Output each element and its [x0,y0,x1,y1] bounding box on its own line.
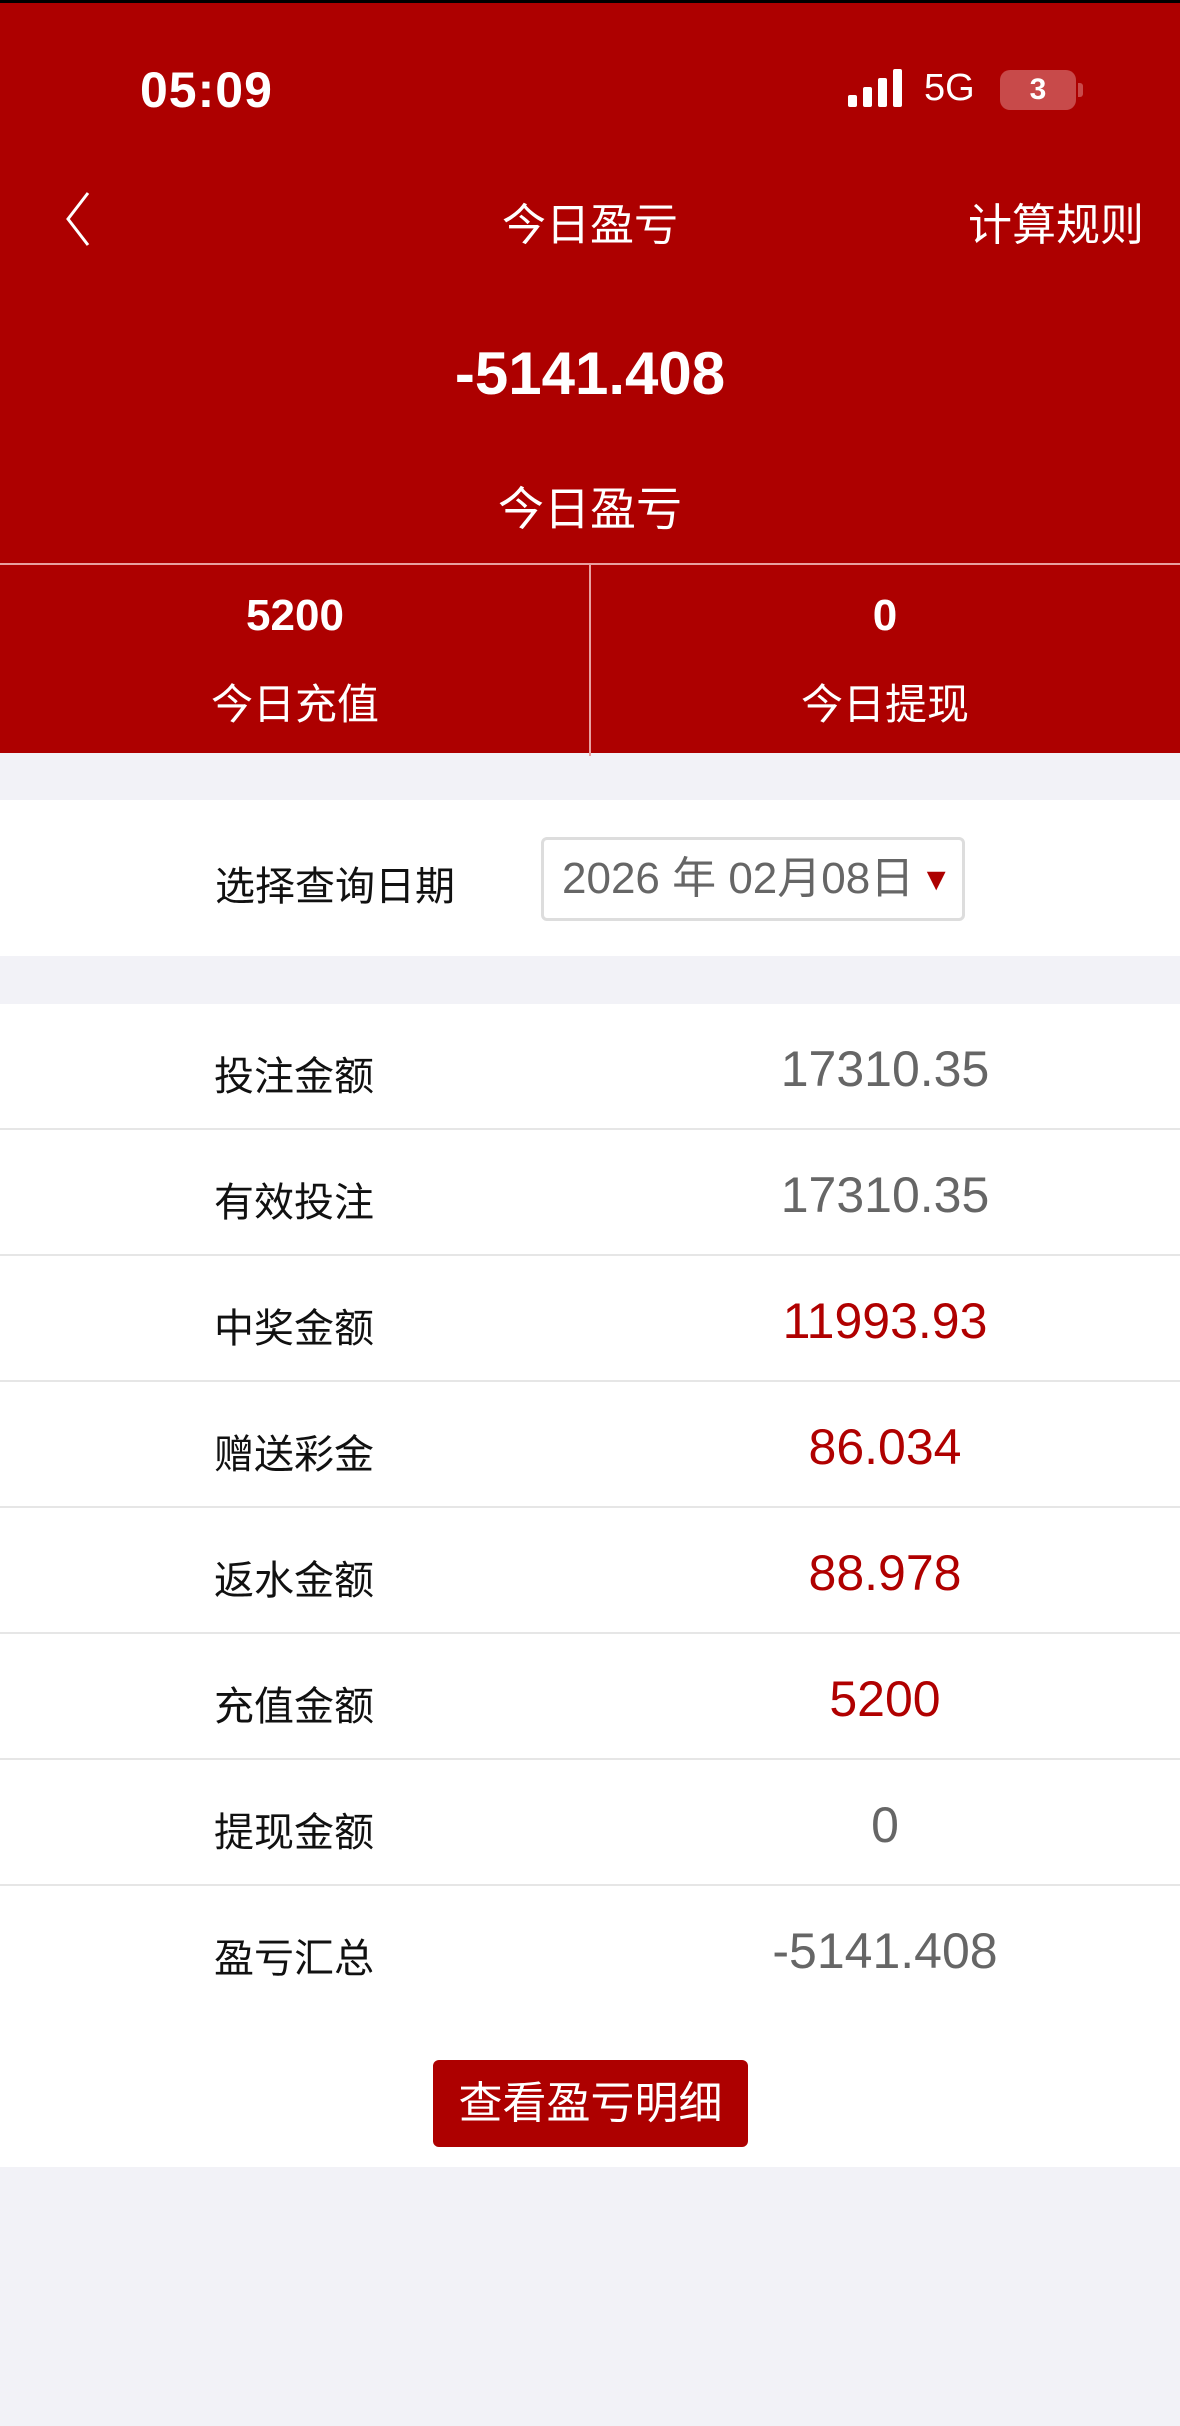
dropdown-triangle-icon: ▼ [920,861,952,897]
divider [589,565,591,756]
list-item: 中奖金额 11993.93 [0,1256,1180,1382]
stat-value: 0 [872,591,898,640]
row-label: 提现金额 [214,1811,374,1855]
date-picker[interactable]: 2026 年 02月08日 ▼ [541,837,965,921]
date-label: 选择查询日期 [215,865,455,909]
signal-icon [848,69,902,107]
today-pnl-label: 今日盈亏 [498,483,682,535]
status-time: 05:09 [140,62,273,118]
date-query-section: 选择查询日期 2026 年 02月08日 ▼ [0,800,1180,956]
battery-tip [1078,83,1083,97]
button-section: 查看盈亏明细 [0,2007,1180,2167]
row-value: 17310.35 [780,1041,990,1097]
list-item: 盈亏汇总 -5141.408 [0,1886,1180,2012]
network-type: 5G [924,67,975,109]
stat-withdraw: 0 今日提现 [590,565,1180,756]
row-value: 86.034 [808,1419,962,1475]
row-value: 5200 [829,1671,941,1727]
calc-rules-link[interactable]: 计算规则 [968,201,1144,250]
row-label: 中奖金额 [214,1307,374,1351]
pnl-list: 投注金额 17310.35 有效投注 17310.35 中奖金额 11993.93 赠送彩金… [0,1004,1180,2012]
row-value: 11993.93 [782,1293,988,1349]
row-label: 盈亏汇总 [214,1937,374,1981]
list-item: 投注金额 17310.35 [0,1004,1180,1130]
back-chevron-icon[interactable] [60,189,100,249]
row-value: 0 [871,1797,899,1853]
header: 05:09 5G 3 今日盈亏 计算规则 -5141.408 今日盈亏 5200… [0,0,1180,756]
list-item: 赠送彩金 86.034 [0,1382,1180,1508]
divider [0,563,1180,565]
list-item: 有效投注 17310.35 [0,1130,1180,1256]
stat-label: 今日提现 [800,681,969,728]
row-label: 赠送彩金 [214,1433,374,1477]
row-value: 88.978 [808,1545,962,1601]
list-item: 充值金额 5200 [0,1634,1180,1760]
list-item: 返水金额 88.978 [0,1508,1180,1634]
row-label: 充值金额 [214,1685,374,1729]
view-pnl-detail-button[interactable]: 查看盈亏明细 [433,2060,748,2147]
list-item: 提现金额 0 [0,1760,1180,1886]
today-pnl-value: -5141.408 [454,340,726,407]
date-value: 2026 年 02月08日 [562,854,915,903]
row-value: 17310.35 [780,1167,990,1223]
row-label: 投注金额 [214,1055,374,1099]
row-value: -5141.408 [772,1923,998,1979]
row-label: 返水金额 [214,1559,374,1603]
stat-label: 今日充值 [210,681,379,728]
row-label: 有效投注 [214,1181,374,1225]
stat-deposit: 5200 今日充值 [0,565,590,756]
stat-value: 5200 [246,591,344,640]
battery-icon: 3 [1000,70,1076,110]
page-title: 今日盈亏 [502,201,678,250]
